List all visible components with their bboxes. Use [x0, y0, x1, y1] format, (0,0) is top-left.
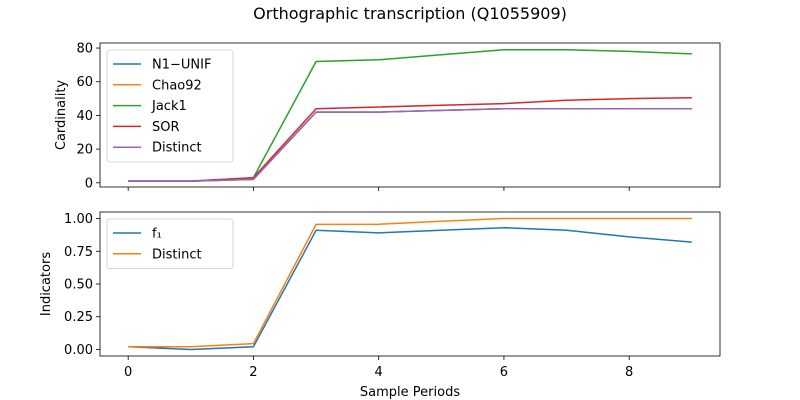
- y-tick-label: 0.25: [64, 310, 93, 325]
- x-tick-label: 4: [375, 365, 383, 380]
- legend-entry: Chao92: [152, 78, 202, 93]
- series-line-1: [128, 217, 692, 348]
- y-tick-label: 0.50: [64, 278, 93, 293]
- y-tick-label: 80: [76, 42, 93, 57]
- y-tick-label: 0.00: [64, 343, 93, 358]
- y-tick-label: 40: [76, 109, 93, 124]
- y-tick-label: 60: [76, 75, 93, 90]
- figure-title: Orthographic transcription (Q1055909): [253, 4, 567, 23]
- y-tick-label: 0: [85, 176, 93, 191]
- y-tick-label: 20: [76, 143, 93, 158]
- legend-box: [106, 218, 234, 269]
- x-tick-label: 8: [625, 365, 633, 380]
- legend-entry: SOR: [152, 120, 180, 135]
- y-axis-label: Indicators: [39, 252, 54, 316]
- cardinality-panel: 0 20 40 60 80 Cardinality N1−UNIF Chao92 Jack1 SO…: [54, 42, 721, 191]
- y-tick-label: 1.00: [64, 212, 93, 227]
- y-tick-label: 0.75: [64, 245, 93, 260]
- x-tick-label: 2: [249, 365, 257, 380]
- series-line-4: [128, 107, 692, 182]
- x-axis-label: Sample Periods: [360, 385, 460, 400]
- series-line-0: [128, 226, 692, 351]
- legend-box: [106, 49, 234, 163]
- legend-entry: Distinct: [152, 141, 202, 156]
- x-tick-label: 6: [500, 365, 508, 380]
- legend-entry: f₁: [152, 227, 162, 242]
- y-axis-label: Cardinality: [54, 80, 69, 151]
- x-tick-label: 0: [124, 365, 132, 380]
- axes-frame: [99, 42, 721, 188]
- legend-entry: Distinct: [152, 247, 202, 262]
- indicators-panel: 0 2 4 6 8 0.00 0.25 0.50 0.75 1.00 Indicators Sampl…: [39, 211, 721, 400]
- legend-entry: Jack1: [151, 99, 187, 114]
- series-line-3: [128, 96, 692, 182]
- legend-entry: N1−UNIF: [152, 58, 211, 73]
